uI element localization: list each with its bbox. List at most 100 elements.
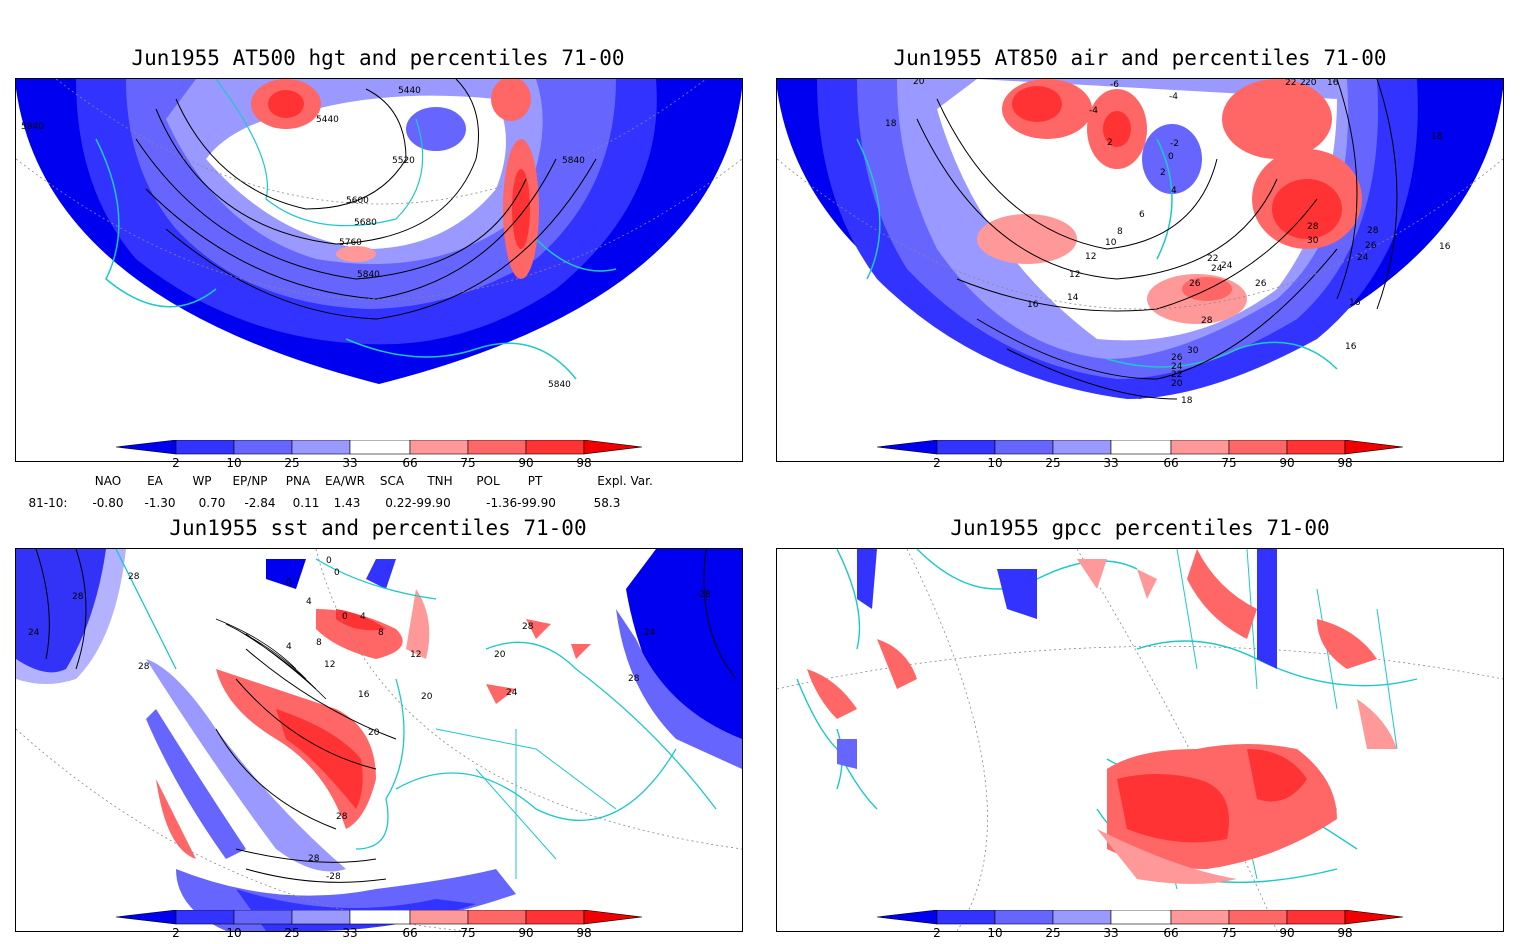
- colorbar-tick-label: 10: [987, 456, 1003, 470]
- colorbar-segment: [115, 439, 177, 455]
- contour-label: 24: [1357, 253, 1369, 263]
- colorbar-tick-label: 66: [1163, 926, 1179, 940]
- contour-label: 22: [1207, 254, 1218, 264]
- colorbar-segment: [233, 439, 293, 455]
- colorbar-segment: [1344, 909, 1404, 925]
- colorbar-segment: [409, 909, 469, 925]
- colorbar-graphic: [876, 909, 1404, 925]
- panel-title-sst: Jun1955 sst and percentiles 71-00: [169, 516, 587, 540]
- index-name: WP: [192, 474, 212, 488]
- contour-label: 5600: [346, 196, 369, 206]
- index-value: 0.70: [198, 496, 226, 510]
- index-value: 0.22-99.90: [385, 496, 451, 510]
- index-row-label: 81-10:: [28, 496, 68, 510]
- colorbar-hgt: 2 10 25 33 66 75 90 98: [115, 439, 646, 474]
- contour-label: 20: [494, 650, 506, 660]
- teleconnection-indices: NAO EA WP EP/NP PNA EA/WR SCA TNH POL PT…: [0, 474, 700, 514]
- contour-label: 28: [522, 622, 534, 632]
- index-value: -0.80: [92, 496, 124, 510]
- contour-label: 5760: [339, 238, 362, 248]
- contour-label: 12: [1085, 252, 1096, 262]
- colorbar-graphic: [876, 439, 1404, 455]
- contour-label: 5440: [316, 115, 339, 125]
- contour-label: 26: [1255, 279, 1267, 289]
- colorbar-graphic: [115, 439, 643, 455]
- index-name: PNA: [285, 474, 311, 488]
- colorbar-segment: [994, 439, 1054, 455]
- colorbar-tick-label: 66: [402, 926, 418, 940]
- contour-label: 0: [326, 556, 332, 566]
- contour-label: 8: [378, 628, 384, 638]
- contour-label: 6: [1139, 210, 1145, 220]
- colorbar-tick-label: 98: [1337, 926, 1353, 940]
- contour-label: 18: [1181, 396, 1193, 406]
- contour-label: 28: [336, 812, 348, 822]
- colorbar-tick-label: 90: [1279, 456, 1295, 470]
- contour-label: 10: [1105, 238, 1117, 248]
- contour-label: -2: [1170, 139, 1179, 149]
- colorbar-segment: [876, 909, 938, 925]
- colorbar-tick-label: 33: [342, 456, 358, 470]
- colorbar-tick-label: 90: [518, 926, 534, 940]
- colorbar-tick-label: 98: [576, 456, 592, 470]
- contour-label: 28: [308, 854, 320, 864]
- colorbar-segment: [1286, 909, 1346, 925]
- contour-label: 24: [28, 628, 40, 638]
- colorbar-tick-label: 25: [284, 456, 300, 470]
- contour-label: 16: [1345, 342, 1357, 352]
- contour-label: 28: [72, 592, 84, 602]
- colorbar-segment: [175, 439, 235, 455]
- map-sst: 28 28 24 28 0 0 0 0 4 4 4 8 8 12 12 16 2…: [16, 549, 742, 931]
- colorbar-tick-label: 75: [1221, 926, 1237, 940]
- index-name: POL: [476, 474, 500, 488]
- contour-label: 22: [1171, 370, 1182, 380]
- colorbar-tick-label: 25: [1045, 926, 1061, 940]
- contour-label: 5840: [562, 156, 585, 166]
- index-name: EA: [147, 474, 163, 488]
- index-name: EP/NP: [232, 474, 268, 488]
- contour-label: 16: [1327, 79, 1339, 88]
- contour-label: 16: [1439, 242, 1451, 252]
- contour-label: -28: [326, 872, 341, 882]
- colorbar-segment: [1344, 439, 1404, 455]
- contour-label: 4: [306, 597, 312, 607]
- colorbar-segment: [936, 909, 996, 925]
- index-value: 58.3: [593, 496, 621, 510]
- contour-label: 28: [1367, 226, 1379, 236]
- colorbar-segment: [349, 909, 411, 925]
- panel-title-gpcc: Jun1955 gpcc percentiles 71-00: [950, 516, 1330, 540]
- contour-label: 2: [1300, 79, 1306, 88]
- colorbar-segment: [1228, 909, 1288, 925]
- colorbar-segment: [583, 439, 643, 455]
- colorbar-segment: [175, 909, 235, 925]
- colorbar-graphic: [115, 909, 643, 925]
- contour-label: 28: [1201, 316, 1213, 326]
- colorbar-tick-label: 75: [460, 456, 476, 470]
- contour-label: 20: [421, 692, 433, 702]
- contour-label: -4: [1089, 106, 1098, 116]
- contour-label: 26: [1189, 279, 1201, 289]
- colorbar-tick-label: 2: [172, 456, 180, 470]
- colorbar-tick-label: 98: [1337, 456, 1353, 470]
- colorbar-tick-label: 10: [226, 456, 242, 470]
- contour-label: 2: [1107, 138, 1113, 148]
- colorbar-air: 2 10 25 33 66 75 90 98: [876, 439, 1407, 474]
- contour-label: 18: [1431, 132, 1443, 142]
- colorbar-segment: [525, 909, 585, 925]
- contour-label: 5840: [548, 380, 571, 390]
- contour-label: -4: [1169, 92, 1178, 102]
- index-name: SCA: [379, 474, 405, 488]
- colorbar-tick-label: 10: [226, 926, 242, 940]
- colorbar-segment: [525, 439, 585, 455]
- contour-label: 18: [885, 119, 897, 129]
- contour-label: 28: [628, 674, 640, 684]
- colorbar-segment: [233, 909, 293, 925]
- contour-label: 5440: [398, 86, 421, 96]
- contour-label: 30: [1307, 236, 1319, 246]
- index-name: PT: [527, 474, 543, 488]
- index-value: -2.84: [244, 496, 276, 510]
- colorbar-segment: [936, 439, 996, 455]
- colorbar-tick-label: 90: [1279, 926, 1295, 940]
- contour-label: 24: [1221, 261, 1233, 271]
- index-value: -1.30: [144, 496, 176, 510]
